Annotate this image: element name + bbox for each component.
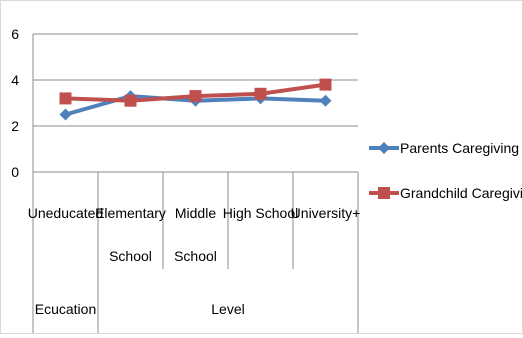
series-lines [59,78,332,121]
y-tick-label: 0 [11,164,19,180]
gridlines [33,33,358,173]
x-group-label: Level [211,301,244,317]
legend-label: Grandchild Caregiving [400,185,522,201]
data-point [254,87,267,100]
y-axis: 0 2 4 6 [11,26,34,180]
y-tick-label: 4 [11,72,19,88]
data-point [378,142,390,154]
x-tick-label: High School [223,205,299,221]
data-point [319,94,332,107]
x-group-label: Ecucation [35,301,96,317]
data-point [59,108,72,121]
y-tick-label: 6 [11,26,19,42]
x-tick-label: School [174,248,217,264]
x-tick-label: School [109,248,152,264]
data-point [124,94,137,107]
legend: Parents Caregiving Grandchild Caregiving [369,140,523,201]
data-point [59,92,72,105]
data-point [378,187,390,199]
x-tick-label: Middle [175,205,216,221]
x-tick-label: University+ [291,205,361,221]
x-tick-label: Uneducated [28,205,104,221]
x-tick-label: Elementary [95,205,166,221]
legend-label: Parents Caregiving [400,140,519,156]
data-point [189,90,202,103]
data-point [319,78,332,91]
y-tick-label: 2 [11,118,19,134]
